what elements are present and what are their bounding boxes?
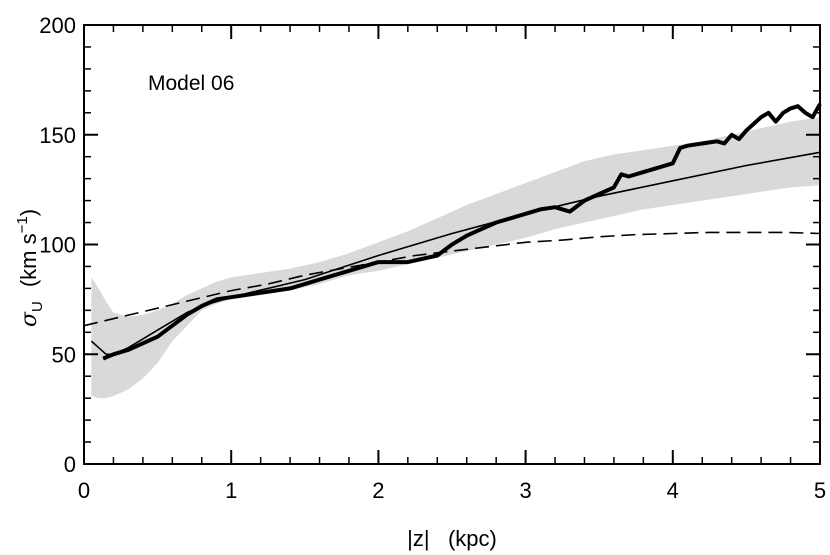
- tick-layer: [83, 24, 821, 465]
- x-tick-label: 1: [225, 478, 237, 503]
- y-tick-label: 50: [52, 342, 76, 367]
- x-tick-label: 4: [667, 478, 679, 503]
- y-tick-label: 0: [64, 452, 76, 477]
- y-axis-close: ): [16, 209, 41, 216]
- y-axis-superscript: −1: [14, 216, 31, 233]
- y-tick-label: 200: [39, 13, 76, 38]
- x-tick-label: 5: [814, 478, 826, 503]
- x-tick-label: 3: [519, 478, 531, 503]
- series-line-thin: [90, 151, 821, 356]
- series-line-thick: [102, 103, 822, 361]
- y-tick-label: 100: [39, 233, 76, 258]
- model-annotation: Model 06: [148, 72, 234, 95]
- x-axis-label: |z| (kpc): [407, 526, 497, 551]
- y-axis-units: (km s: [16, 233, 41, 287]
- series-line-dashed: [83, 231, 821, 327]
- y-axis-subscript: U: [29, 301, 46, 312]
- dispersion-band: [91, 117, 820, 399]
- x-tick-label: 0: [78, 478, 90, 503]
- y-axis-symbol: σ: [17, 311, 42, 327]
- shaded-band-layer: [91, 117, 820, 399]
- y-axis-label: σU (km s−1): [14, 209, 46, 327]
- x-tick-label: 2: [372, 478, 384, 503]
- series-layer: [83, 103, 822, 361]
- y-tick-label: 150: [39, 123, 76, 148]
